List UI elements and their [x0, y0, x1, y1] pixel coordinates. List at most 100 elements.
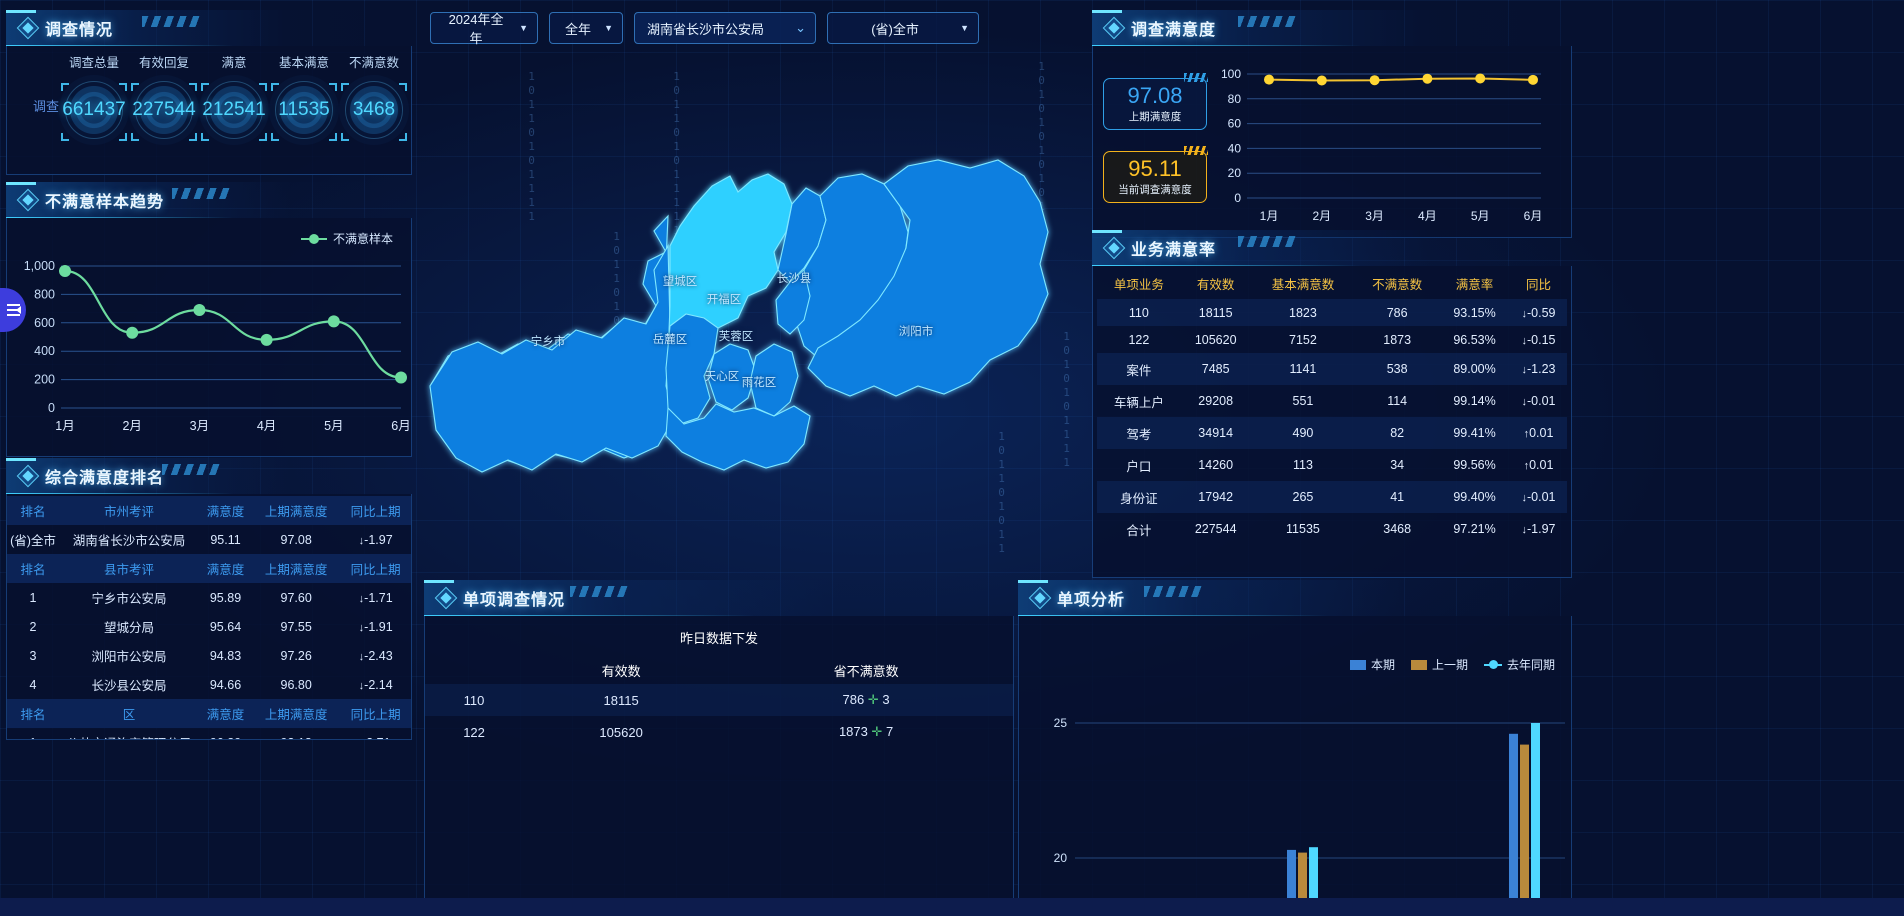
- table-row[interactable]: 身份证 17942 265 41 99.40% ↓-0.01: [1097, 481, 1567, 513]
- organization-select-value: 湖南省长沙市公安局: [647, 21, 765, 37]
- changsha-map[interactable]: 宁乡市 望城区 开福区 长沙县 芙蓉区 岳麓区 天心区 雨花区 浏阳市: [418, 56, 1088, 576]
- ranking-body[interactable]: 排名 市州考评 满意度 上期满意度 同比上期 (省)全市 湖南省长沙市公安局 95.11 97.…: [6, 494, 412, 740]
- business-cell: 99.56%: [1453, 458, 1496, 472]
- legend-item[interactable]: 去年同期: [1483, 656, 1555, 673]
- business-satisfaction-header: 业务满意率: [1092, 230, 1572, 266]
- period-select[interactable]: 全年 ▼: [549, 12, 623, 44]
- ranking-cell: 浏阳市公安局: [91, 650, 167, 664]
- business-satisfaction-panel: 业务满意率 单项业务 有效数 基本满意数 不满意数 满意率 同比 110 18115 1823 7…: [1092, 230, 1572, 578]
- collapse-arrow-icon: [16, 306, 21, 314]
- table-row[interactable]: 122 105620 7152 1873 96.53% ↓-0.15: [1097, 326, 1567, 353]
- table-row[interactable]: 1 宁乡市公安局 95.89 97.60 ↓-1.71: [7, 583, 411, 612]
- ranking-column-header: 满意度: [199, 699, 252, 728]
- business-column-header: 同比: [1526, 278, 1552, 292]
- ranking-column-header: 排名: [7, 699, 59, 728]
- dissatisfaction-trend-panel: 不满意样本趋势 不满意样本 0 200 400 600 800 1,000 1月 2月 3月 4月…: [6, 182, 412, 457]
- year-select[interactable]: 2024年全年 ▼: [430, 12, 538, 46]
- svg-text:2月: 2月: [1312, 209, 1331, 223]
- map-region-yuhua[interactable]: [749, 343, 799, 417]
- map-region-ningxiang-main[interactable]: [429, 244, 675, 473]
- table-row[interactable]: 1公共交通治安管理分局96.8993.18↑3.71: [7, 728, 411, 740]
- table-row[interactable]: 110 18115 786 ✛ 3: [425, 684, 1013, 716]
- survey-stat-item: 不满意数 3468: [339, 52, 409, 145]
- business-cell: 114: [1387, 394, 1408, 408]
- ranking-column-header: 满意度: [199, 496, 252, 525]
- organization-select[interactable]: 湖南省长沙市公安局 ⌄: [634, 12, 816, 44]
- legend-label: 不满意样本: [332, 232, 393, 246]
- ranking-delta: ↓-2.14: [358, 677, 393, 692]
- table-row[interactable]: 122 105620 1873 ✛ 7: [425, 716, 1013, 748]
- business-cell: 29208: [1198, 394, 1234, 408]
- slash-decoration: [142, 16, 200, 27]
- diamond-icon: [16, 464, 40, 488]
- table-row[interactable]: 合计 227544 11535 3468 97.21% ↓-1.97: [1097, 513, 1567, 545]
- binary-decoration: 101101011: [995, 430, 1008, 556]
- area-select[interactable]: (省)全市 ▼: [827, 12, 979, 44]
- business-cell: 身份证: [1120, 491, 1158, 506]
- item-survey-panel: 单项调查情况 昨日数据下发 有效数 省不满意数 110 18115 786 ✛ 3 122…: [424, 580, 1014, 916]
- ranking-cell: 94.83: [209, 648, 242, 663]
- item-unsat-cell: 1873 ✛ 7: [838, 724, 894, 739]
- svg-text:5月: 5月: [1471, 209, 1490, 223]
- map-region-tianxin[interactable]: [707, 343, 757, 411]
- bottom-bar: [0, 898, 1904, 916]
- table-row[interactable]: 车辆上户 29208 551 114 99.14% ↓-0.01: [1097, 385, 1567, 417]
- business-column-header: 基本满意数: [1271, 278, 1335, 292]
- map-region-liuyang[interactable]: [807, 159, 1049, 397]
- survey-stat-item: 调查总量 661437: [59, 52, 129, 145]
- panel-title: 综合满意度排名: [45, 470, 165, 487]
- business-yoy: ↓-0.01: [1521, 490, 1556, 504]
- overall-satisfaction-ranking-panel: 综合满意度排名 排名 市州考评 满意度 上期满意度 同比上期 (省)全市 湖南省长沙市公安局…: [6, 458, 412, 740]
- survey-stat-ring: 3468: [339, 75, 409, 145]
- item-cell: 18115: [603, 692, 639, 708]
- binary-decoration: 1010101010111: [1035, 60, 1048, 242]
- panel-title: 不满意样本趋势: [45, 194, 165, 211]
- business-cell: 1823: [1289, 305, 1317, 320]
- slash-decoration: [1238, 236, 1296, 247]
- legend-swatch: [1483, 659, 1502, 669]
- business-cell: 551: [1292, 394, 1314, 408]
- panel-title: 调查满意度: [1131, 22, 1217, 39]
- business-satisfaction-body[interactable]: 单项业务 有效数 基本满意数 不满意数 满意率 同比 110 18115 1823 786 93.1…: [1092, 266, 1572, 578]
- tick-decoration: [1184, 73, 1208, 83]
- business-cell: 113: [1292, 458, 1313, 472]
- table-row[interactable]: (省)全市 湖南省长沙市公安局 95.11 97.08 ↓-1.97: [7, 525, 411, 554]
- table-row[interactable]: 驾考 34914 490 82 99.41% ↑0.01: [1097, 417, 1567, 449]
- table-row[interactable]: 2 望城分局 95.64 97.55 ↓-1.91: [7, 612, 411, 641]
- table-row[interactable]: 4 长沙县公安局 94.66 96.80 ↓-2.14: [7, 670, 411, 699]
- table-row[interactable]: 案件 7485 1141 538 89.00% ↓-1.23: [1097, 353, 1567, 385]
- survey-stat-label: 不满意数: [348, 56, 399, 70]
- survey-stat-value: 661437: [62, 99, 126, 120]
- table-row[interactable]: 户口 14260 113 34 99.56% ↑0.01: [1097, 449, 1567, 481]
- ranking-column-header: 上期满意度: [252, 554, 341, 583]
- survey-stat-label: 满意: [221, 56, 247, 70]
- area-select-value: (省)全市: [871, 21, 919, 37]
- ranking-cell: 95.64: [209, 619, 242, 634]
- ranking-cell: 94.66: [209, 677, 242, 692]
- kpi-previous-satisfaction: 97.08 上期满意度: [1103, 73, 1208, 131]
- table-row[interactable]: 3 浏阳市公安局 94.83 97.26 ↓-2.43: [7, 641, 411, 670]
- legend-item[interactable]: 本期: [1349, 656, 1395, 673]
- panel-title: 业务满意率: [1131, 242, 1217, 259]
- survey-overview-panel: 调查情况 调查 调查总量 661437 有效回复 227544 满意 212541 基本满意…: [6, 10, 412, 175]
- item-survey-body[interactable]: 昨日数据下发 有效数 省不满意数 110 18115 786 ✛ 3 122 105620 1…: [424, 616, 1014, 916]
- panel-title: 单项分析: [1057, 592, 1126, 609]
- svg-text:3月: 3月: [190, 419, 209, 433]
- chevron-down-icon: ▼: [519, 23, 528, 33]
- satisfaction-line-chart: 100 80 60 40 20 0 1月 2月 3月 4月 5月 6月: [1221, 67, 1542, 223]
- svg-text:1月: 1月: [55, 419, 74, 433]
- business-cell: 97.21%: [1453, 522, 1496, 536]
- analysis-legend[interactable]: 本期 上一期 去年同期: [1349, 656, 1555, 673]
- ranking-cell: 95.11: [210, 532, 241, 547]
- survey-stat-item: 有效回复 227544: [129, 52, 199, 145]
- table-row[interactable]: 110 18115 1823 786 93.15% ↓-0.59: [1097, 299, 1567, 326]
- ranking-column-header: 上期满意度: [252, 699, 341, 728]
- map-region-lower-south[interactable]: [665, 403, 811, 471]
- svg-text:40: 40: [1228, 141, 1242, 155]
- map-region-yuelu[interactable]: [665, 313, 719, 425]
- legend-item[interactable]: 上一期: [1410, 656, 1468, 673]
- ranking-cell: 95.89: [209, 590, 242, 605]
- map-region-furong[interactable]: [775, 268, 811, 335]
- map-svg[interactable]: [418, 56, 1088, 576]
- trend-legend[interactable]: 不满意样本: [300, 230, 393, 247]
